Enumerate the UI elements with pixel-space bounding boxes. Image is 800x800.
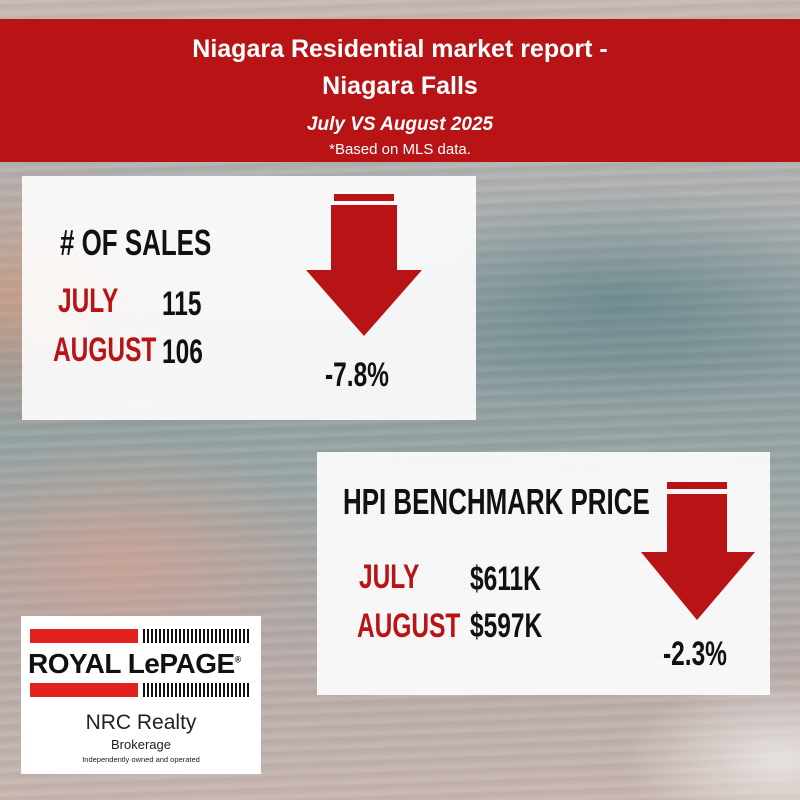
hpi-august-value: $597K: [470, 607, 543, 645]
logo-bottom-red-bar: [30, 683, 138, 697]
logo-office-name: NRC Realty: [85, 711, 197, 734]
sales-july-label: JULY: [58, 282, 119, 320]
report-subtitle: July VS August 2025: [306, 114, 494, 135]
data-source-note: *Based on MLS data.: [329, 141, 471, 158]
logo-brand-name: ROYAL LePAGE®: [28, 648, 241, 679]
logo-top-red-bar: [30, 629, 138, 643]
sales-change-percent: -7.8%: [325, 356, 389, 394]
hpi-july-value: $611K: [470, 560, 541, 598]
hpi-august-label: AUGUST: [357, 607, 461, 645]
hpi-change-percent: -2.3%: [663, 635, 727, 673]
logo-bottom-tick-bar: [143, 683, 251, 697]
sales-july-value: 115: [162, 285, 202, 323]
sales-august-label: AUGUST: [53, 331, 157, 369]
sales-august-value: 106: [162, 333, 203, 371]
sales-down-arrow-icon: [306, 194, 422, 336]
logo-office-type: Brokerage: [111, 737, 171, 752]
logo-tagline: Independently owned and operated: [82, 755, 200, 764]
royal-lepage-logo: ROYAL LePAGE® NRC Realty Brokerage Indep…: [21, 616, 261, 774]
hpi-down-arrow-icon: [641, 482, 755, 620]
sales-card: # OF SALES JULY 115 AUGUST 106 -7.8%: [22, 176, 476, 420]
hpi-july-label: JULY: [359, 558, 420, 596]
report-header: Niagara Residential market report - Niag…: [0, 19, 800, 162]
report-title-line2: Niagara Falls: [322, 72, 478, 100]
hpi-card: HPI BENCHMARK PRICE JULY $611K AUGUST $5…: [317, 452, 770, 695]
report-title-line1: Niagara Residential market report -: [192, 35, 608, 63]
logo-top-tick-bar: [143, 629, 251, 643]
hpi-heading: HPI BENCHMARK PRICE: [343, 481, 650, 522]
sales-heading: # OF SALES: [60, 222, 212, 263]
